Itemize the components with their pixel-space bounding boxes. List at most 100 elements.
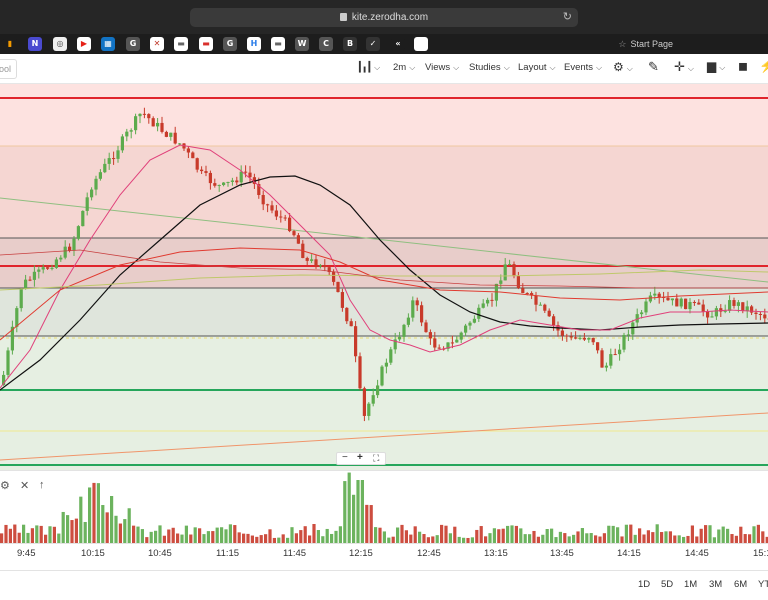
candle-body <box>10 326 14 351</box>
candle-body <box>428 332 432 339</box>
candle-body <box>604 365 608 368</box>
candle-body <box>318 265 322 267</box>
range-1m-button[interactable]: 1M <box>684 579 698 590</box>
gear-icon[interactable]: ⚙ <box>0 480 10 492</box>
volume-bar <box>92 482 96 544</box>
volume-bar <box>17 532 21 544</box>
volume-bar <box>501 528 505 544</box>
views-button[interactable]: Views ⌵ <box>425 62 459 73</box>
google-g-icon[interactable]: G <box>126 37 140 51</box>
events-button[interactable]: Events ⌵ <box>564 62 602 73</box>
volume-bar <box>752 526 756 544</box>
c-logo-icon[interactable]: C <box>319 37 333 51</box>
google-icon[interactable]: G <box>414 37 428 51</box>
studies-button[interactable]: Studies ⌵ <box>469 62 510 73</box>
check-icon[interactable]: ✓ <box>366 37 380 51</box>
candle-body <box>653 293 657 296</box>
url-field[interactable]: kite.zerodha.com ↻ <box>190 8 578 27</box>
candle-body <box>701 304 705 312</box>
candle-body <box>266 204 270 206</box>
volume-bar <box>664 531 668 544</box>
candle-body <box>15 308 19 327</box>
volume-bar <box>277 537 281 544</box>
symbol-search-input[interactable]: ool <box>0 59 17 79</box>
volume-bar <box>726 528 730 544</box>
candle-body <box>116 150 120 159</box>
volume-bar <box>132 525 136 544</box>
layout-button[interactable]: Layout ⌵ <box>518 62 556 73</box>
volume-bar <box>268 529 272 544</box>
range-3m-button[interactable]: 3M <box>709 579 723 590</box>
settings-gear-icon[interactable]: ⚙ ⌵ <box>613 60 633 74</box>
close-icon[interactable]: ✕ <box>20 480 30 492</box>
reload-icon[interactable]: ↻ <box>562 11 572 23</box>
crosshair-icon[interactable]: ✛ ⌵ <box>674 59 694 74</box>
price-chart-svg[interactable] <box>0 84 768 470</box>
events-label: Events <box>564 62 594 73</box>
range-1d-button[interactable]: 1D <box>638 579 651 590</box>
trello-icon[interactable]: ▦ <box>101 37 115 51</box>
candle-body <box>490 299 494 301</box>
range-6m-button[interactable]: 6M <box>734 579 748 590</box>
circle-logo-icon[interactable]: ◎ <box>53 37 67 51</box>
candle-body <box>226 181 230 183</box>
candle-body <box>569 336 573 338</box>
lightning-icon[interactable]: ⚡ <box>759 58 768 73</box>
dark-mode-icon[interactable]: ◼ <box>738 59 748 73</box>
price-chart[interactable] <box>0 84 768 470</box>
red-arrows-icon[interactable]: « <box>391 37 405 51</box>
candle-body <box>644 301 648 313</box>
car-icon-2[interactable]: ▬ <box>271 37 285 51</box>
b-logo-icon[interactable]: B <box>343 37 357 51</box>
draw-pen-icon[interactable]: ✎ <box>648 59 659 74</box>
volume-bar <box>651 532 655 544</box>
interval-button[interactable]: 2m ⌵ <box>393 62 415 73</box>
car-icon[interactable]: ▬ <box>174 37 188 51</box>
candle-body <box>279 216 283 218</box>
volume-bar <box>308 535 312 544</box>
volume-bar <box>215 527 219 544</box>
range-5d-button[interactable]: 5D <box>661 579 674 590</box>
candle-body <box>745 306 749 311</box>
time-tick: 11:15 <box>216 548 240 559</box>
candle-body <box>85 197 89 211</box>
volume-bar <box>202 534 206 544</box>
volume-bar <box>330 533 334 544</box>
volume-bar <box>462 537 466 544</box>
candle-body <box>164 131 168 137</box>
chart-bars-icon[interactable]: ▮ <box>3 37 17 51</box>
zoom-out-button[interactable]: − <box>342 452 348 463</box>
google-g-icon-2[interactable]: G <box>223 37 237 51</box>
arrow-up-icon[interactable]: ↑ <box>39 479 45 491</box>
chart-toolbar: ool ┃╻┃ ⌵ 2m ⌵ Views ⌵ Studies ⌵ Layout ⌵ Eve… <box>0 54 768 84</box>
youtube-icon[interactable]: ▶ <box>77 37 91 51</box>
candle-body <box>503 264 507 281</box>
candle-body <box>406 317 410 325</box>
volume-bar <box>655 524 659 544</box>
candle-type-button[interactable]: ┃╻┃ ⌵ <box>357 62 381 73</box>
volume-bar <box>739 526 743 544</box>
volume-bar <box>0 533 4 544</box>
volume-bar <box>360 480 364 544</box>
zoom-in-button[interactable]: + <box>357 452 363 463</box>
volume-bar <box>26 532 30 544</box>
start-page-link[interactable]: ☆ Start Page <box>618 37 673 51</box>
candle-body <box>46 267 50 269</box>
volume-bar <box>620 536 624 544</box>
comment-icon[interactable]: ▆ ⌵ <box>707 59 726 73</box>
volume-bar <box>66 515 70 544</box>
volume-bar <box>642 534 646 544</box>
candle-body <box>134 116 138 131</box>
x-logo-icon[interactable]: ✕ <box>150 37 164 51</box>
candle-body <box>525 293 529 295</box>
candle-body <box>692 302 696 304</box>
flag-icon[interactable]: ▬ <box>199 37 213 51</box>
volume-bar <box>4 524 8 544</box>
w-logo-icon[interactable]: W <box>295 37 309 51</box>
candle-body <box>178 143 182 145</box>
range-yt-button[interactable]: YT <box>758 579 768 590</box>
notion-style-icon[interactable]: N <box>28 37 42 51</box>
volume-bar <box>299 530 303 544</box>
h-logo-icon[interactable]: H <box>247 37 261 51</box>
fullscreen-icon[interactable]: ⛶ <box>373 453 380 463</box>
